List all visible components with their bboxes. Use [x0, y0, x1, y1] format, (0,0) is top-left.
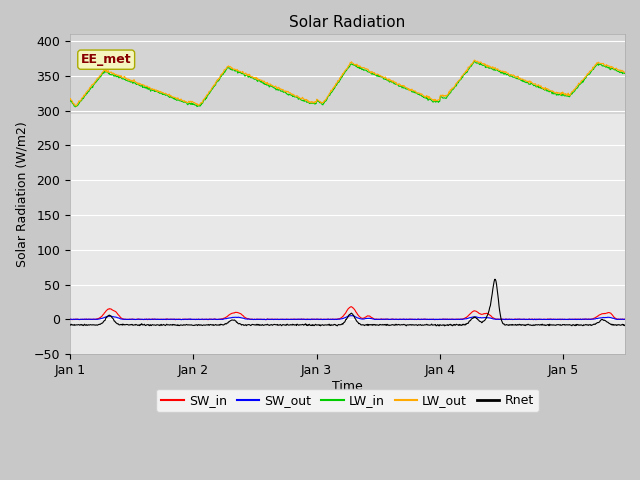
- SW_out: [532, 317, 540, 323]
- Line: LW_in: LW_in: [70, 61, 625, 107]
- SW_out: [484, 315, 492, 321]
- LW_out: [127, 78, 135, 84]
- SW_in: [485, 312, 493, 317]
- SW_out: [348, 313, 356, 319]
- SW_in: [547, 316, 554, 322]
- Line: SW_in: SW_in: [70, 307, 625, 320]
- Bar: [70, 34, 625, 114]
- LW_in: [471, 58, 479, 64]
- Line: LW_out: LW_out: [70, 60, 625, 106]
- Line: SW_out: SW_out: [70, 316, 625, 320]
- Line: Rnet: Rnet: [70, 279, 625, 326]
- Rnet: [66, 322, 74, 328]
- Y-axis label: Solar Radiation (W/m2): Solar Radiation (W/m2): [15, 121, 28, 267]
- LW_out: [66, 96, 74, 102]
- LW_out: [211, 82, 219, 88]
- Text: EE_met: EE_met: [81, 53, 131, 66]
- LW_out: [470, 57, 478, 63]
- LW_out: [72, 103, 80, 108]
- LW_in: [66, 97, 74, 103]
- LW_out: [621, 69, 629, 75]
- LW_out: [462, 68, 470, 74]
- Legend: SW_in, SW_out, LW_in, LW_out, Rnet: SW_in, SW_out, LW_in, LW_out, Rnet: [156, 389, 539, 412]
- Rnet: [491, 276, 499, 282]
- LW_in: [547, 88, 554, 94]
- LW_out: [304, 98, 312, 104]
- SW_in: [211, 316, 219, 322]
- Rnet: [127, 322, 134, 327]
- LW_out: [485, 63, 493, 69]
- SW_out: [303, 316, 311, 322]
- LW_in: [127, 79, 135, 84]
- Rnet: [547, 322, 554, 328]
- SW_in: [621, 316, 629, 322]
- Rnet: [435, 323, 443, 329]
- Rnet: [621, 323, 629, 328]
- SW_in: [66, 316, 74, 322]
- Title: Solar Radiation: Solar Radiation: [289, 15, 406, 30]
- LW_in: [211, 83, 219, 88]
- LW_in: [304, 99, 312, 105]
- LW_in: [621, 70, 629, 76]
- SW_in: [348, 304, 355, 310]
- Rnet: [303, 322, 311, 328]
- LW_in: [462, 70, 470, 75]
- Rnet: [484, 310, 492, 315]
- SW_out: [127, 316, 134, 322]
- SW_in: [127, 316, 134, 322]
- SW_out: [621, 316, 629, 322]
- LW_in: [485, 66, 493, 72]
- Rnet: [462, 321, 470, 327]
- LW_out: [547, 88, 554, 94]
- LW_in: [72, 104, 79, 110]
- SW_out: [462, 316, 470, 322]
- SW_out: [66, 316, 74, 322]
- SW_out: [547, 316, 554, 322]
- SW_in: [204, 317, 212, 323]
- X-axis label: Time: Time: [332, 380, 363, 393]
- SW_in: [463, 315, 470, 321]
- SW_out: [211, 316, 218, 322]
- Rnet: [211, 323, 218, 328]
- SW_in: [304, 316, 312, 322]
